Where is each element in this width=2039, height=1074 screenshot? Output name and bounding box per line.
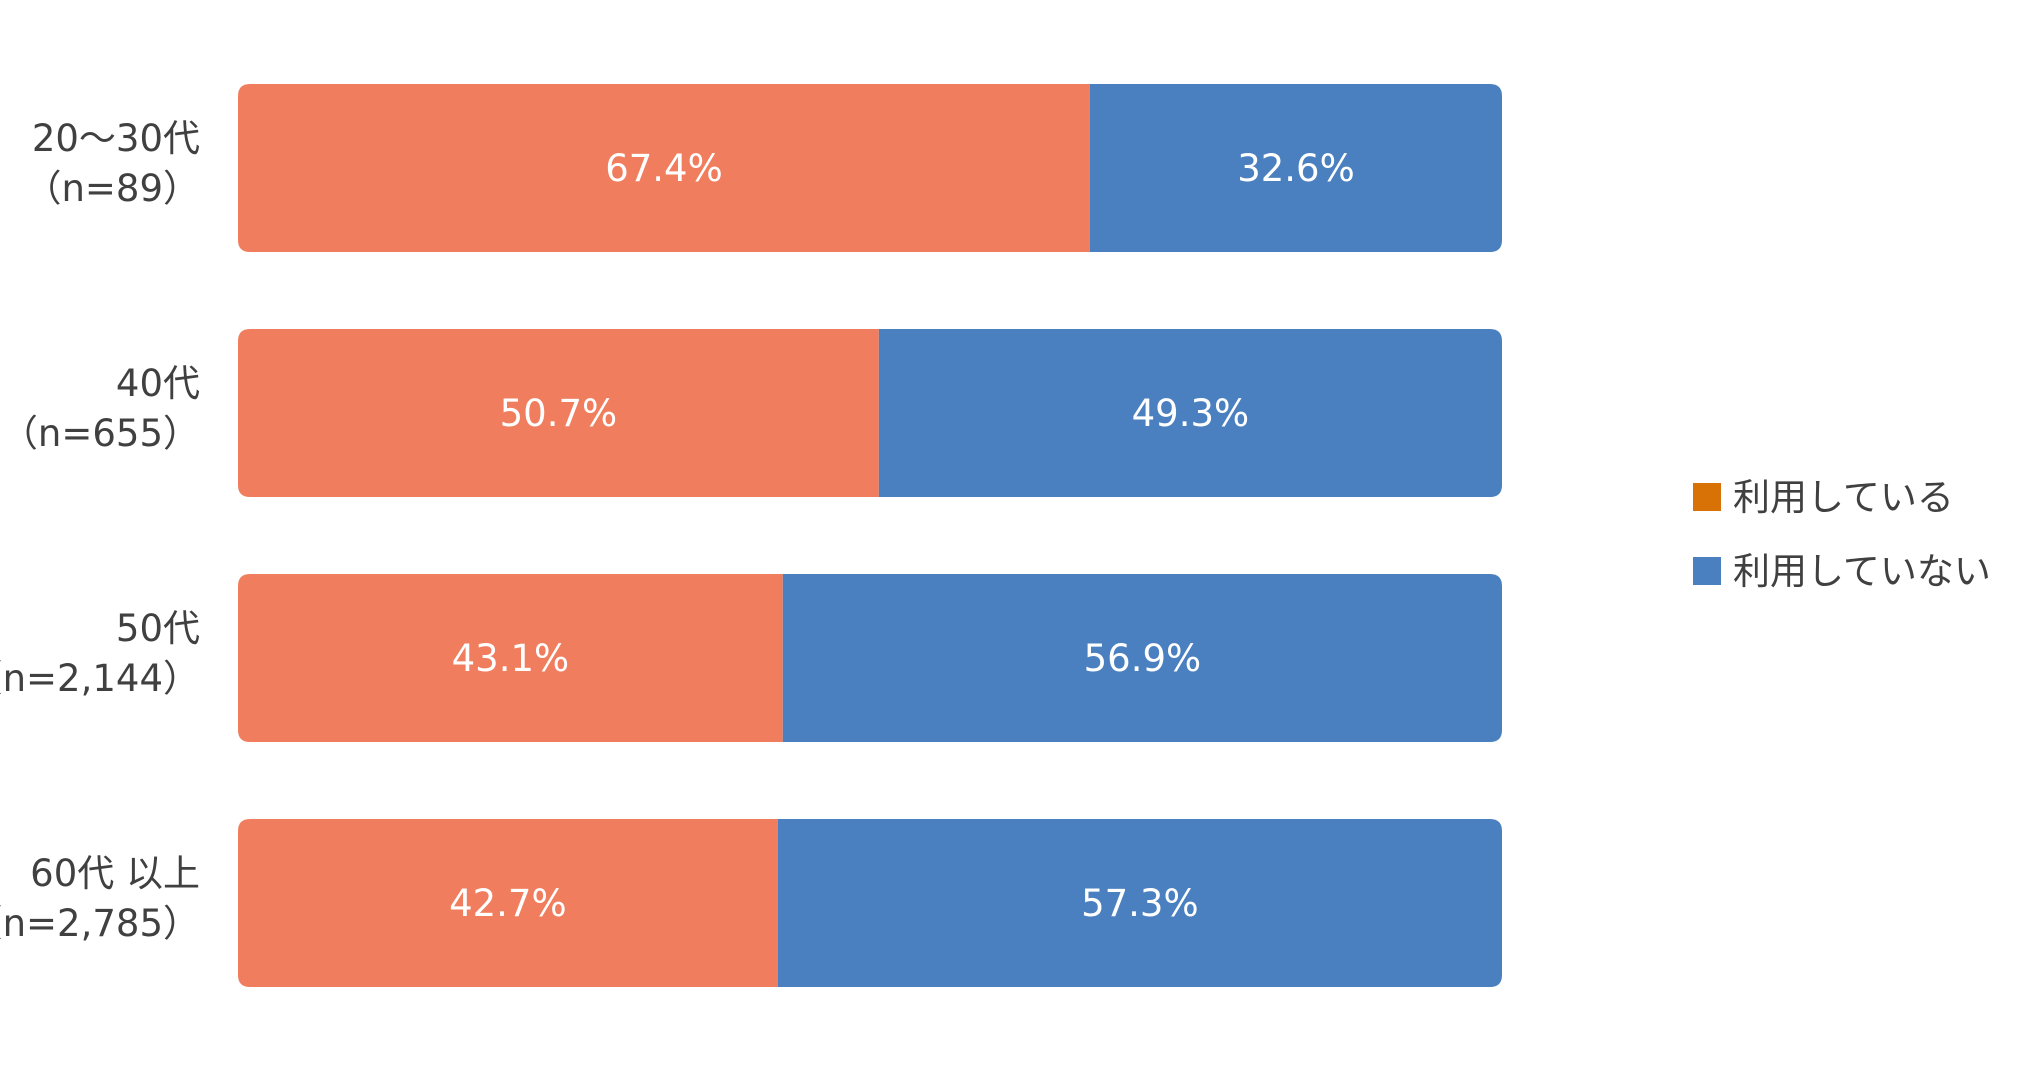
category-label: （n=2,144） (0, 657, 200, 700)
legend-swatch (1693, 557, 1721, 585)
category-label: （n=89） (24, 167, 200, 210)
bar-segment-not-using-3 (777, 819, 1502, 987)
bar-segment-using-3 (238, 819, 778, 987)
legend-label: 利用していない (1733, 550, 1991, 593)
bar-segment-not-using-2 (782, 574, 1502, 742)
data-label: 49.3% (1132, 392, 1250, 435)
bars-group: 67.4% 32.6% 50.7% 49.3% 43.1% 56.9% 42.7% 57.3% (238, 84, 1502, 987)
category-labels: 20～30代 （n=89） 40代 （n=655） 50代 （n=2,144） 60代 以上… (0, 117, 200, 945)
bar-segment-using-2 (238, 574, 783, 742)
legend-swatch (1693, 483, 1721, 511)
data-label: 50.7% (500, 392, 618, 435)
category-label: （n=2,785） (0, 902, 200, 945)
bar-segment-not-using-1 (878, 329, 1502, 497)
category-label: （n=655） (1, 412, 200, 455)
category-label: 20～30代 (32, 117, 200, 160)
data-label: 57.3% (1081, 882, 1199, 925)
data-label: 32.6% (1237, 147, 1355, 190)
data-label: 67.4% (605, 147, 723, 190)
data-label: 56.9% (1084, 637, 1202, 680)
data-label: 43.1% (452, 637, 570, 680)
category-label: 40代 (116, 362, 200, 405)
legend-label: 利用している (1733, 476, 1954, 519)
category-label: 50代 (116, 607, 200, 650)
data-label: 42.7% (449, 882, 567, 925)
bar-segment-using-1 (238, 329, 879, 497)
bar-segment-using-0 (238, 84, 1090, 252)
category-label: 60代 以上 (30, 852, 200, 895)
bar-segment-not-using-0 (1089, 84, 1502, 252)
